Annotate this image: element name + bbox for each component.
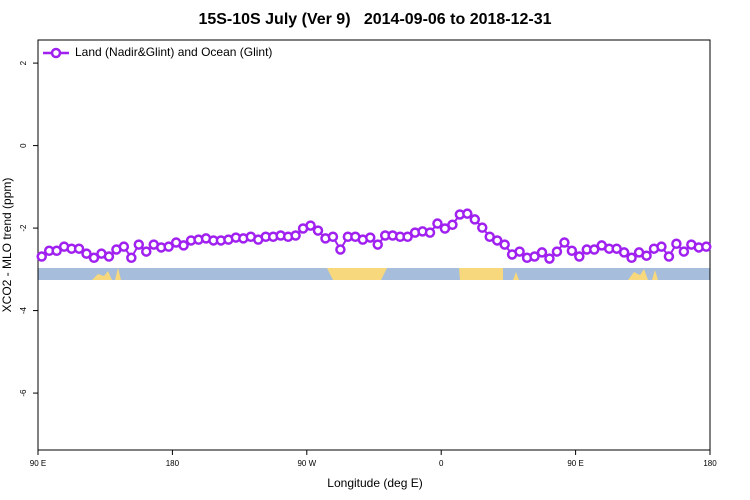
data-point — [618, 247, 630, 258]
data-point — [671, 238, 682, 250]
data-point — [290, 230, 301, 241]
y-tick-label: -4 — [19, 306, 28, 314]
data-point — [126, 252, 137, 264]
x-tick-label: 180 — [703, 459, 717, 468]
land-segment — [628, 269, 648, 280]
x-tick-label: 0 — [439, 459, 444, 468]
data-point — [133, 239, 145, 250]
land-segment — [92, 271, 112, 280]
y-tick-label: -6 — [19, 389, 28, 397]
data-point — [656, 241, 667, 252]
data-point — [574, 251, 585, 262]
data-point — [424, 227, 436, 238]
data-point — [103, 251, 115, 262]
y-tick-label: -2 — [19, 224, 28, 232]
x-tick-label: 90 E — [30, 459, 46, 468]
data-point — [141, 246, 152, 257]
data-point — [432, 218, 443, 229]
data-point — [529, 251, 540, 262]
data-point — [178, 240, 189, 251]
y-tick-label: 0 — [19, 143, 28, 148]
data-point — [51, 245, 62, 257]
data-point — [81, 248, 92, 259]
legend-marker — [50, 47, 62, 59]
data-point — [163, 241, 174, 252]
x-axis-label: Longitude (deg E) — [327, 476, 422, 490]
data-point — [626, 252, 637, 264]
chart-title: 15S-10S July (Ver 9) 2014-09-06 to 2018-… — [198, 11, 551, 28]
x-tick-label: 90 E — [567, 459, 583, 468]
data-point — [118, 241, 130, 252]
y-axis-label: XCO2 - MLO trend (ppm) — [0, 178, 14, 313]
data-point — [641, 250, 652, 261]
data-point — [491, 235, 503, 246]
data-point — [88, 252, 100, 264]
land-segment — [652, 270, 658, 280]
land-ocean-strip — [38, 268, 710, 280]
data-point — [447, 219, 458, 231]
data-point — [365, 232, 376, 243]
data-point — [36, 251, 47, 262]
legend-label: Land (Nadir&Glint) and Ocean (Glint) — [75, 45, 272, 59]
land-segment — [115, 268, 121, 280]
data-point — [305, 220, 316, 231]
data-point — [73, 243, 85, 254]
land-segment — [459, 268, 503, 280]
data-point — [701, 241, 712, 252]
data-point — [462, 208, 473, 219]
data-point — [589, 244, 600, 255]
y-tick-label: 2 — [19, 60, 28, 65]
land-segment — [327, 268, 387, 280]
data-point — [327, 231, 339, 243]
data-point — [663, 251, 675, 262]
x-tick-label: 180 — [166, 459, 180, 468]
data-point — [402, 231, 413, 243]
data-point — [312, 225, 324, 236]
data-point — [551, 246, 563, 257]
data-point — [514, 246, 525, 257]
data-point — [678, 246, 690, 257]
data-point — [335, 244, 346, 255]
data-point — [536, 247, 548, 258]
x-tick-label: 90 W — [297, 459, 316, 468]
data-point — [372, 239, 383, 250]
data-point — [469, 214, 481, 225]
data-point — [559, 237, 570, 248]
data-point — [544, 253, 555, 264]
data-point — [566, 245, 578, 257]
data-point — [477, 222, 488, 233]
land-segment — [513, 272, 519, 280]
data-point — [499, 239, 510, 250]
